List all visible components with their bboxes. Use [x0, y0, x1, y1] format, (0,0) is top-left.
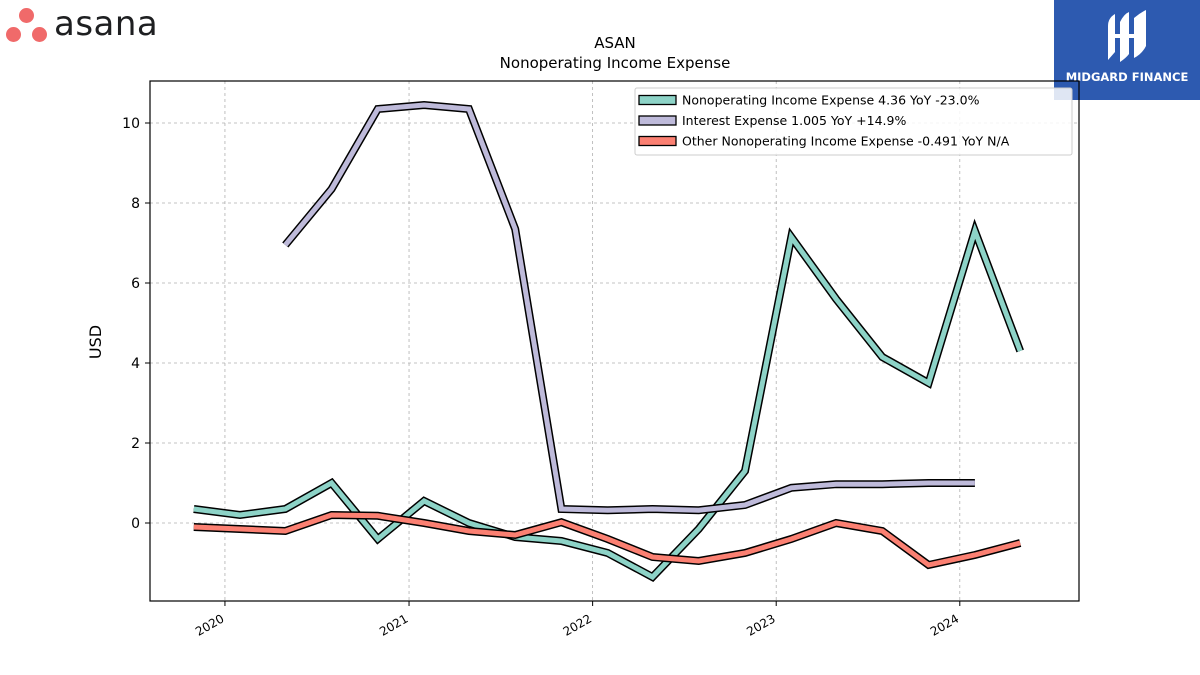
y-tick-label: 4 [131, 356, 140, 372]
midgard-wordmark: MIDGARD FINANCE [1065, 70, 1189, 84]
x-tick-label: 2021 [377, 611, 410, 638]
asana-logo: asana [4, 2, 194, 46]
legend-swatch [638, 135, 677, 147]
series-line [283, 102, 975, 513]
y-tick-label: 8 [131, 196, 140, 212]
x-tick-label: 2023 [744, 611, 777, 638]
x-tick-label: 2020 [193, 611, 226, 638]
series-outline [282, 100, 975, 515]
midgard-finance-logo: MIDGARD FINANCE [1054, 0, 1200, 100]
y-tick-label: 6 [131, 276, 140, 292]
x-tick-label: 2024 [928, 611, 961, 638]
y-tick-label: 2 [131, 436, 140, 452]
legend-swatch [638, 94, 677, 106]
series-lines [193, 100, 1024, 582]
legend-box [634, 87, 1073, 156]
legend-label: Interest Expense 1.005 YoY +14.9% [682, 113, 906, 128]
y-tick-label: 0 [131, 516, 140, 532]
series-line [193, 223, 1023, 581]
legend-label: Nonoperating Income Expense 4.36 YoY -23… [682, 93, 980, 108]
legend-label: Other Nonoperating Income Expense -0.491… [682, 134, 1010, 149]
chart-subtitle: Nonoperating Income Expense [500, 54, 731, 72]
series-line [193, 512, 1021, 568]
asana-dots-icon [4, 4, 50, 44]
midgard-emblem-icon [1108, 10, 1146, 62]
y-tick-label: 10 [122, 116, 140, 132]
asana-wordmark: asana [54, 4, 159, 44]
plot-frame [149, 80, 1080, 602]
legend: Nonoperating Income Expense 4.36 YoY -23… [634, 87, 1073, 156]
x-tick-label: 2022 [561, 611, 594, 638]
legend-swatch [638, 115, 677, 126]
chart-title: ASAN [594, 34, 636, 52]
y-axis-label: USD [86, 325, 105, 359]
